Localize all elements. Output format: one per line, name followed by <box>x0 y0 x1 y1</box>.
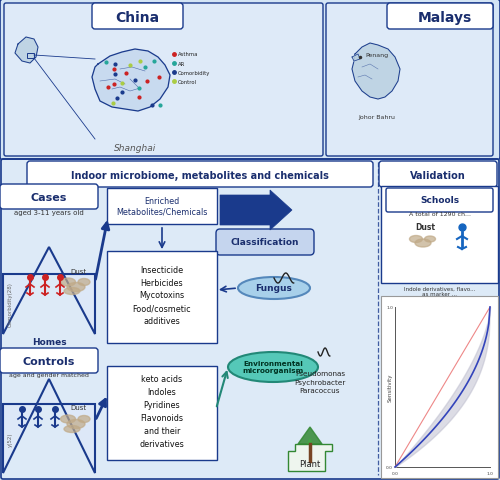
Text: Indoor microbiome, metabolites and chemicals: Indoor microbiome, metabolites and chemi… <box>71 171 329 180</box>
Text: Dust: Dust <box>70 268 86 275</box>
FancyBboxPatch shape <box>1 160 499 479</box>
Text: Schools: Schools <box>420 196 460 205</box>
Text: Shanghai: Shanghai <box>114 144 156 153</box>
Text: Controls: Controls <box>23 356 75 366</box>
Ellipse shape <box>67 420 85 429</box>
FancyBboxPatch shape <box>379 162 497 188</box>
Text: Malays: Malays <box>418 11 472 25</box>
Text: Fungus: Fungus <box>256 284 292 293</box>
FancyBboxPatch shape <box>107 366 217 460</box>
Text: aged 3-11 years old: aged 3-11 years old <box>14 210 84 216</box>
Text: age and gender matched: age and gender matched <box>9 373 89 378</box>
Text: 0.0: 0.0 <box>386 465 393 469</box>
Bar <box>27 54 34 59</box>
Text: Plant: Plant <box>300 459 320 468</box>
Text: Sensitivity: Sensitivity <box>388 373 392 401</box>
Ellipse shape <box>67 283 85 292</box>
Text: Pseudomonas
Psychrobacter
Paracoccus: Pseudomonas Psychrobacter Paracoccus <box>294 371 346 394</box>
Text: 1.0: 1.0 <box>486 471 494 475</box>
Text: Control: Control <box>178 79 197 84</box>
Text: China: China <box>115 11 159 25</box>
Text: 0.0: 0.0 <box>392 471 398 475</box>
Text: Environmental
microorganism: Environmental microorganism <box>242 361 304 374</box>
Ellipse shape <box>415 240 431 248</box>
Text: Comorbidity: Comorbidity <box>178 71 210 75</box>
Text: Cases: Cases <box>31 192 67 203</box>
FancyBboxPatch shape <box>386 189 493 213</box>
Ellipse shape <box>424 237 436 242</box>
Text: Dust: Dust <box>70 404 86 410</box>
Ellipse shape <box>78 279 90 286</box>
Ellipse shape <box>238 277 310 300</box>
Text: Enriched
Metabolites/Chemicals: Enriched Metabolites/Chemicals <box>116 197 208 216</box>
FancyBboxPatch shape <box>4 4 323 156</box>
FancyBboxPatch shape <box>326 4 493 156</box>
Polygon shape <box>288 444 332 471</box>
Text: AR: AR <box>178 61 185 66</box>
Polygon shape <box>352 55 360 62</box>
FancyBboxPatch shape <box>387 4 493 30</box>
Ellipse shape <box>60 278 76 287</box>
Ellipse shape <box>410 236 422 243</box>
FancyBboxPatch shape <box>381 296 498 478</box>
FancyBboxPatch shape <box>216 229 314 255</box>
Ellipse shape <box>60 415 76 423</box>
Text: Classification: Classification <box>231 238 299 247</box>
Polygon shape <box>3 248 95 334</box>
FancyBboxPatch shape <box>107 189 217 225</box>
Text: Validation: Validation <box>410 171 466 180</box>
FancyBboxPatch shape <box>27 162 373 188</box>
Text: Johor Bahru: Johor Bahru <box>358 115 395 120</box>
Polygon shape <box>15 38 38 64</box>
Text: Asthma: Asthma <box>178 52 199 58</box>
Text: 1.0: 1.0 <box>386 305 393 309</box>
Polygon shape <box>298 427 322 444</box>
Text: Homes: Homes <box>32 338 66 347</box>
Ellipse shape <box>64 426 80 432</box>
Text: Dust: Dust <box>415 223 435 232</box>
Text: Insecticide
Herbicides
Mycotoxins
Food/cosmetic
additives: Insecticide Herbicides Mycotoxins Food/c… <box>132 265 192 325</box>
Polygon shape <box>352 44 400 100</box>
FancyBboxPatch shape <box>92 4 183 30</box>
Polygon shape <box>220 191 292 230</box>
Text: Penang: Penang <box>365 53 388 59</box>
Ellipse shape <box>64 288 80 295</box>
FancyBboxPatch shape <box>0 185 98 210</box>
Text: Comorbidity(28): Comorbidity(28) <box>8 282 12 327</box>
Text: y(52): y(52) <box>8 432 12 446</box>
Text: keto acids
Indoles
Pyridines
Flavonoids
and their
derivatives: keto acids Indoles Pyridines Flavonoids … <box>140 374 184 448</box>
Polygon shape <box>92 50 170 112</box>
FancyBboxPatch shape <box>0 348 98 373</box>
Text: A total of 1290 ch...: A total of 1290 ch... <box>409 212 471 217</box>
FancyBboxPatch shape <box>381 187 498 283</box>
Text: Indole derivatives, flavo...
as marker ...: Indole derivatives, flavo... as marker .… <box>404 286 475 297</box>
Polygon shape <box>303 439 317 455</box>
Polygon shape <box>3 379 95 473</box>
Ellipse shape <box>228 352 318 382</box>
Ellipse shape <box>78 416 90 422</box>
FancyBboxPatch shape <box>0 0 500 161</box>
FancyBboxPatch shape <box>107 252 217 343</box>
